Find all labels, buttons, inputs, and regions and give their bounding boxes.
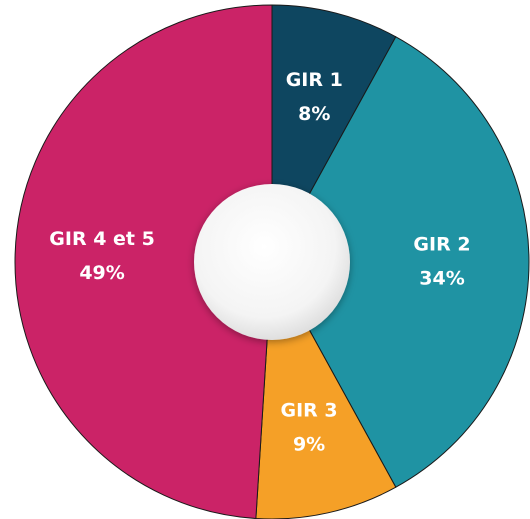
donut-hole <box>194 184 350 340</box>
slice-value-label: 49% <box>79 262 124 284</box>
slice-label: GIR 3 <box>281 399 338 421</box>
slice-label: GIR 4 et 5 <box>49 228 155 250</box>
pie-slice <box>271 36 530 488</box>
slice-label: GIR 1 <box>286 69 343 91</box>
slice-value-label: 34% <box>419 268 464 290</box>
pie-slice <box>14 4 273 519</box>
slice-value-label: 8% <box>298 103 330 125</box>
slice-value-label: 9% <box>293 433 325 455</box>
slice-label: GIR 2 <box>413 234 470 256</box>
